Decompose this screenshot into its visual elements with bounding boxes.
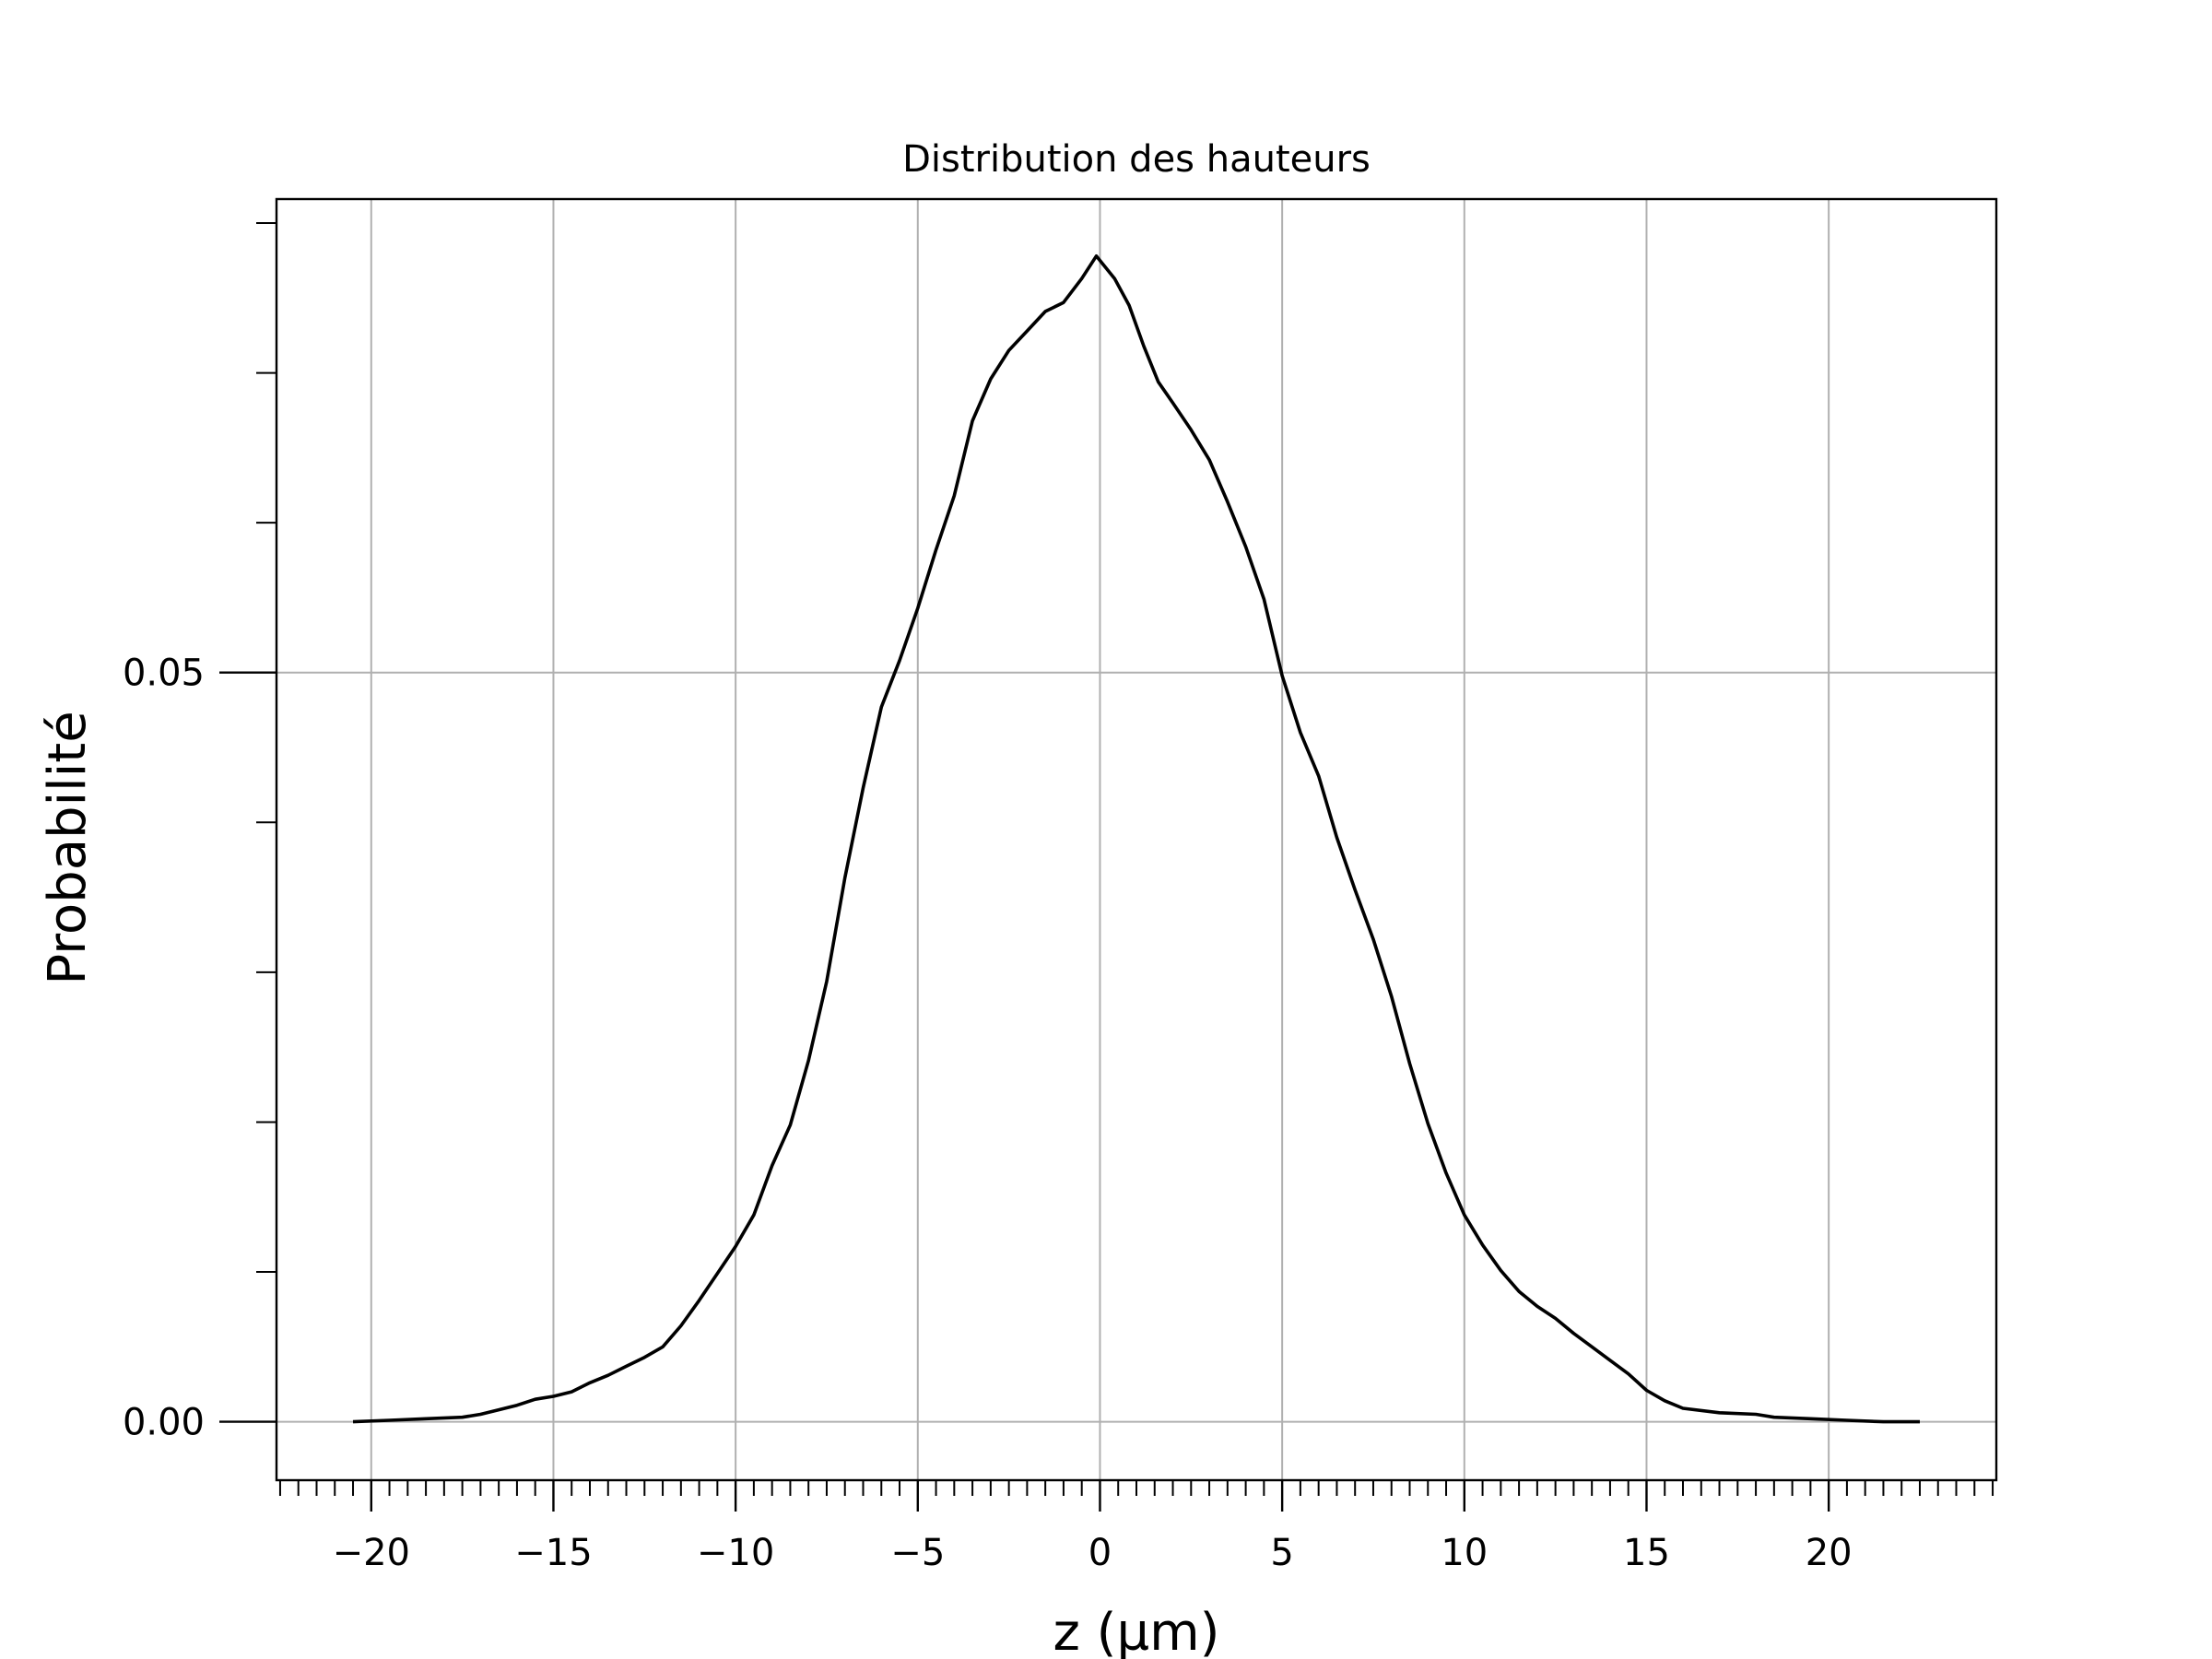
x-tick-label: −5 <box>890 1532 945 1574</box>
y-axis: 0.00 0.05 <box>123 222 276 1444</box>
plot-frame <box>275 197 1998 1482</box>
y-tick-label: 0.00 <box>123 1402 205 1444</box>
y-tick-label: 0.05 <box>123 653 205 695</box>
x-tick-label: 0 <box>1088 1532 1112 1574</box>
x-axis: −20 −15 −10 −5 0 5 10 15 20 <box>278 1480 1994 1574</box>
series-line <box>352 253 1920 1424</box>
x-tick-label: −20 <box>333 1532 410 1574</box>
chart-title: Distribution des hauteurs <box>902 138 1371 181</box>
x-tick-label: 15 <box>1623 1532 1670 1574</box>
x-tick-label: −15 <box>514 1532 592 1574</box>
x-tick-label: 20 <box>1806 1532 1853 1574</box>
grid-lines <box>276 199 1996 1480</box>
x-axis-label: z (µm) <box>1053 1603 1219 1659</box>
y-axis-label: Probabilité <box>38 711 98 984</box>
plot-area <box>352 253 1920 1424</box>
x-tick-label: −10 <box>697 1532 774 1574</box>
x-tick-label: 5 <box>1270 1532 1293 1574</box>
x-tick-label: 10 <box>1441 1532 1488 1574</box>
